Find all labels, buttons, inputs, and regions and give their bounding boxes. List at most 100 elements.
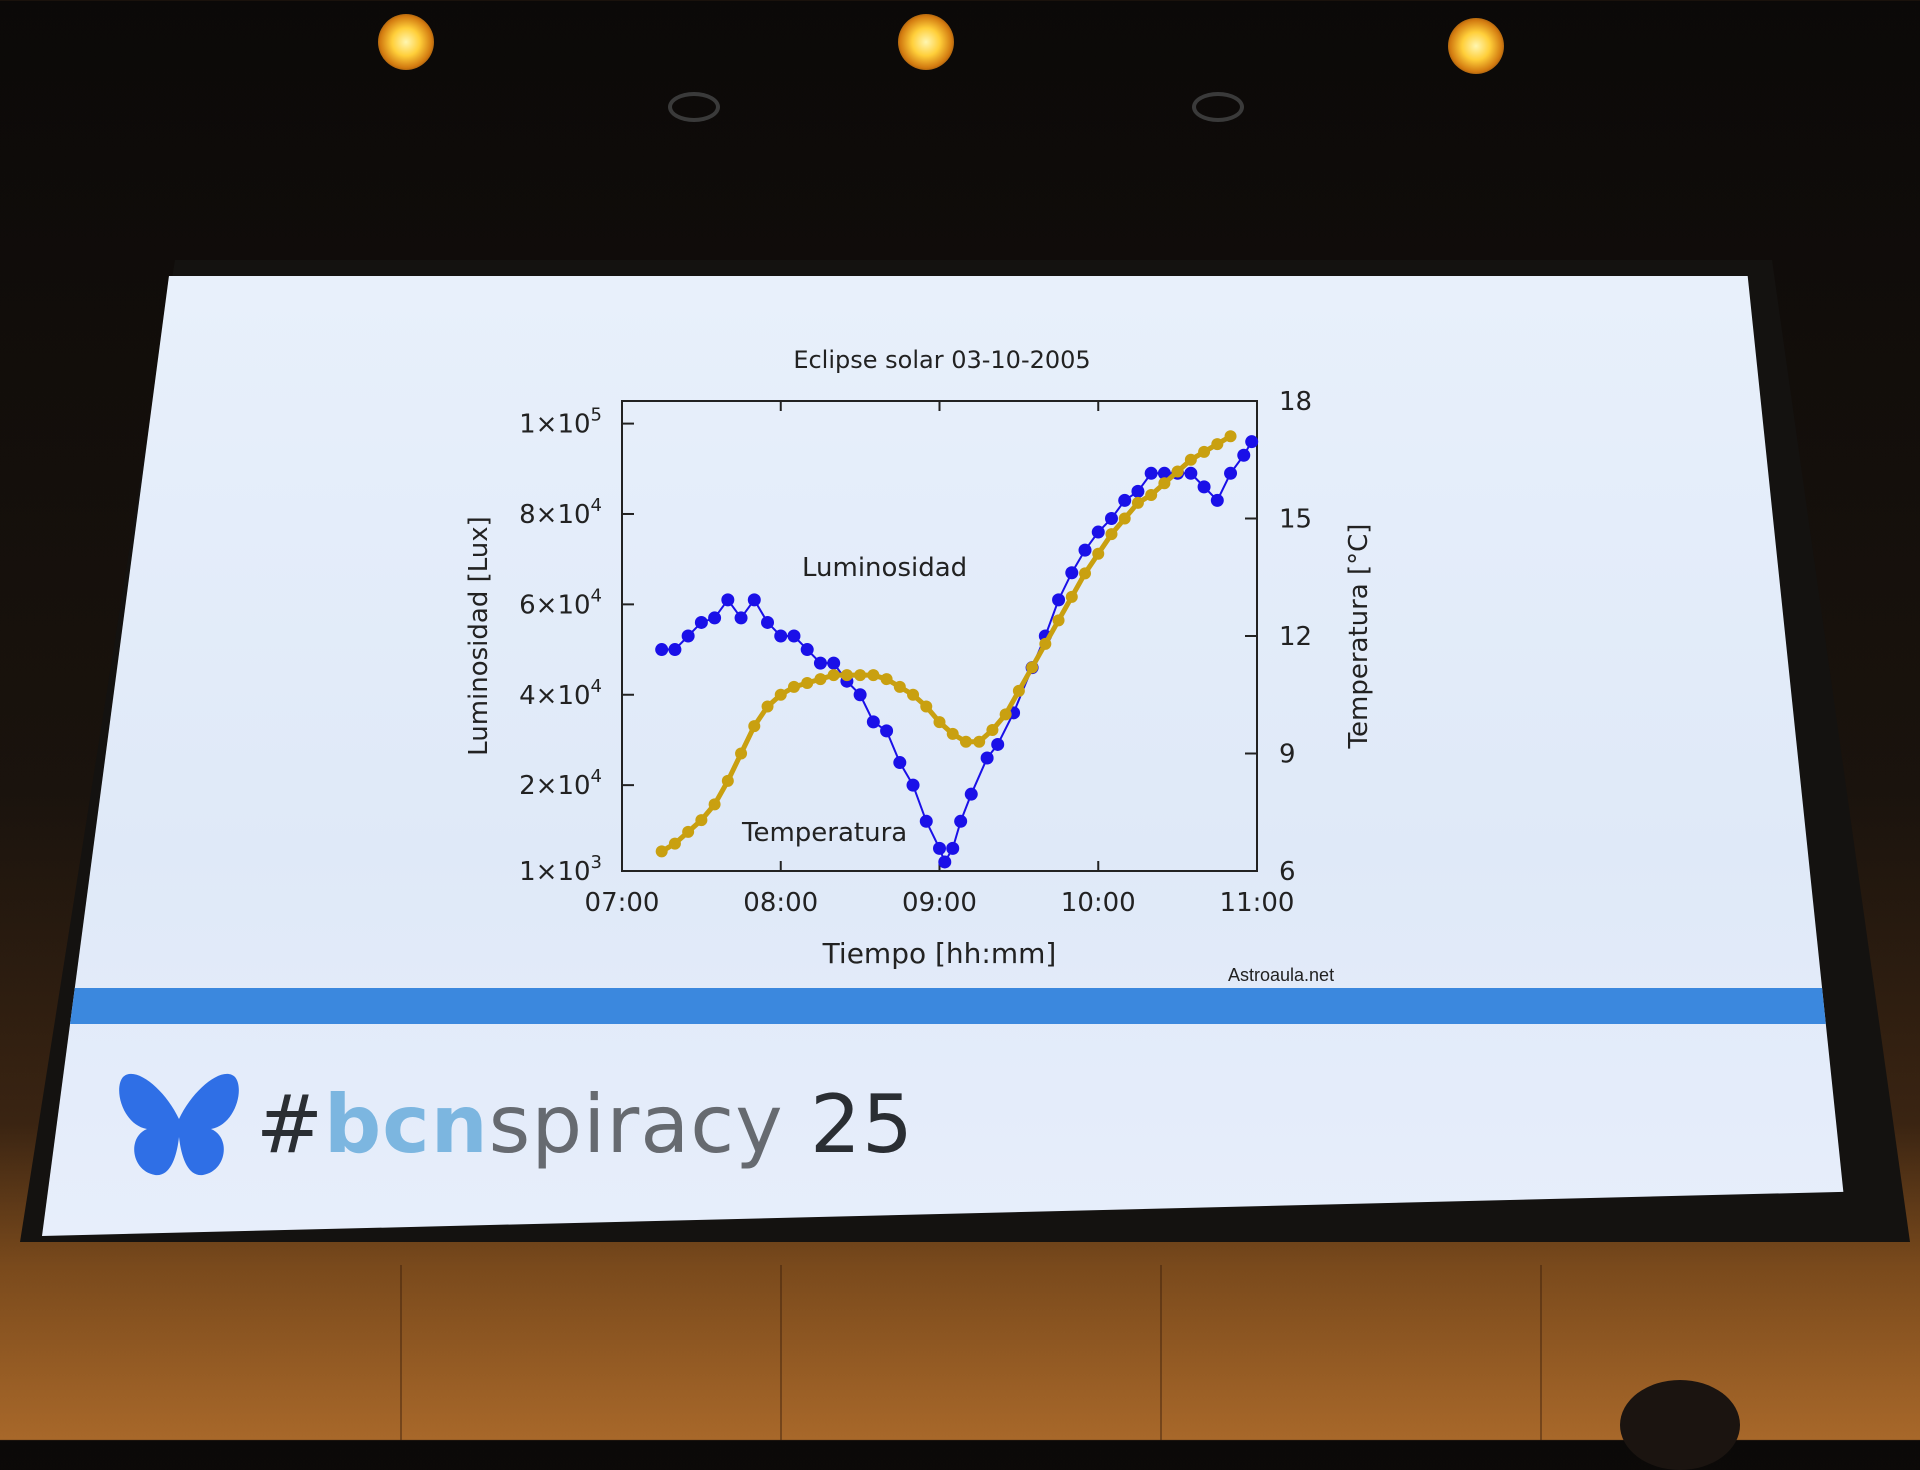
data-point-temperatura [959, 735, 972, 748]
footer-stripe [42, 988, 1844, 1024]
data-point-temperatura [748, 720, 761, 733]
y-left-tick-label: 2×104 [519, 766, 602, 801]
data-point-temperatura [973, 735, 986, 748]
data-point-luminosidad [1091, 525, 1105, 539]
data-point-temperatura [1118, 512, 1131, 525]
data-point-temperatura [1105, 528, 1118, 541]
data-point-luminosidad [721, 593, 735, 607]
data-point-temperatura [946, 727, 959, 740]
data-point-luminosidad [708, 611, 722, 625]
y-left-axis-label: Luminosidad [Lux] [464, 516, 494, 756]
data-point-temperatura [1052, 614, 1065, 627]
data-point-luminosidad [1197, 480, 1211, 494]
data-point-temperatura [682, 825, 695, 838]
data-point-luminosidad [964, 787, 978, 801]
data-point-temperatura [695, 814, 708, 827]
y-right-tick-label: 9 [1279, 740, 1296, 770]
data-point-luminosidad [853, 688, 867, 702]
data-point-temperatura [1092, 547, 1105, 560]
ceiling-light [898, 14, 954, 70]
data-point-temperatura [1158, 477, 1171, 490]
data-point-luminosidad [866, 715, 880, 729]
data-point-luminosidad [1224, 466, 1238, 480]
data-point-temperatura [721, 774, 734, 787]
wood-plank [1540, 1265, 1542, 1440]
data-point-luminosidad [800, 643, 814, 657]
data-point-luminosidad [1157, 466, 1171, 480]
data-point-luminosidad [1104, 512, 1118, 525]
data-point-luminosidad [787, 629, 801, 643]
data-point-temperatura [1224, 430, 1237, 443]
data-point-temperatura [1145, 489, 1158, 501]
data-point-temperatura [1079, 567, 1092, 580]
data-point-luminosidad [774, 629, 788, 643]
data-point-temperatura [1198, 445, 1211, 458]
projection-screen: Eclipse solar 03-10-2005 07:00 08:00 09:00… [42, 276, 1844, 1236]
data-point-temperatura [893, 680, 906, 693]
ceiling-fixture [668, 92, 720, 122]
data-point-temperatura [880, 673, 893, 686]
ceiling-light [378, 14, 434, 70]
data-point-temperatura [1171, 465, 1184, 478]
data-point-luminosidad [893, 756, 907, 770]
data-point-temperatura [814, 673, 827, 686]
data-point-temperatura [920, 700, 933, 713]
data-point-temperatura [1131, 496, 1144, 509]
data-point-temperatura [1211, 438, 1224, 451]
data-point-temperatura [867, 669, 880, 682]
data-point-temperatura [1012, 684, 1025, 697]
data-point-temperatura [801, 677, 814, 689]
brand-prefix: bcn [324, 1077, 489, 1171]
chart: Eclipse solar 03-10-2005 07:00 08:00 09:00… [464, 346, 1374, 970]
ceiling-light [1448, 18, 1504, 74]
annotation-luminosidad: Luminosidad [802, 553, 967, 583]
data-point-luminosidad [734, 611, 748, 625]
credit-text: Astroaula.net [1228, 965, 1335, 985]
x-tick-label: 10:00 [1061, 888, 1136, 918]
series-line-luminosidad [661, 441, 1253, 865]
y-left-tick-label: 1×103 [519, 852, 602, 887]
y-right-tick-label: 15 [1279, 505, 1312, 535]
data-point-temperatura [708, 798, 721, 811]
event-brand: #bcnspiracy 25 [117, 1059, 914, 1189]
y-left-tick-label: 6×104 [519, 585, 602, 620]
series-line-temperatura [660, 434, 1232, 854]
data-point-luminosidad [1131, 484, 1145, 498]
data-point-luminosidad [1144, 466, 1158, 480]
data-point-luminosidad [1184, 466, 1198, 480]
data-point-temperatura [933, 716, 946, 729]
y-left-tick-label: 4×104 [519, 676, 602, 711]
data-point-temperatura [655, 845, 668, 858]
wood-plank [400, 1265, 402, 1440]
wood-plank [780, 1265, 782, 1440]
data-point-luminosidad [668, 643, 682, 657]
data-point-luminosidad [933, 841, 946, 855]
wood-plank [1160, 1265, 1162, 1440]
x-tick-label: 08:00 [743, 888, 818, 918]
butterfly-icon [119, 1073, 239, 1175]
y-left-tick-label: 1×105 [519, 405, 602, 440]
y-right-tick-label: 6 [1279, 857, 1296, 887]
event-title: #bcnspiracy 25 [256, 1078, 914, 1171]
data-point-temperatura [1039, 637, 1052, 650]
x-tick-label: 09:00 [902, 888, 977, 918]
data-point-temperatura [668, 837, 681, 850]
data-point-luminosidad [991, 737, 1005, 751]
data-point-luminosidad [761, 615, 775, 629]
data-point-luminosidad [813, 656, 827, 670]
data-point-temperatura [1184, 453, 1197, 466]
data-point-luminosidad [1237, 448, 1251, 462]
annotation-temperatura: Temperatura [741, 818, 907, 848]
hashtag: # [256, 1077, 325, 1171]
data-point-temperatura [1026, 661, 1039, 674]
brand-suffix: spiracy [488, 1077, 784, 1171]
data-point-temperatura [787, 680, 800, 693]
data-point-luminosidad [954, 814, 968, 828]
x-tick-label: 11:00 [1220, 888, 1295, 918]
data-point-temperatura [986, 724, 999, 736]
data-point-temperatura [907, 688, 920, 701]
plot-area: 07:00 08:00 09:00 10:00 11:00 Tiempo [hh:mm] 1… [464, 387, 1374, 970]
data-point-luminosidad [1118, 493, 1132, 507]
data-point-luminosidad [681, 629, 695, 643]
data-point-temperatura [854, 669, 867, 682]
